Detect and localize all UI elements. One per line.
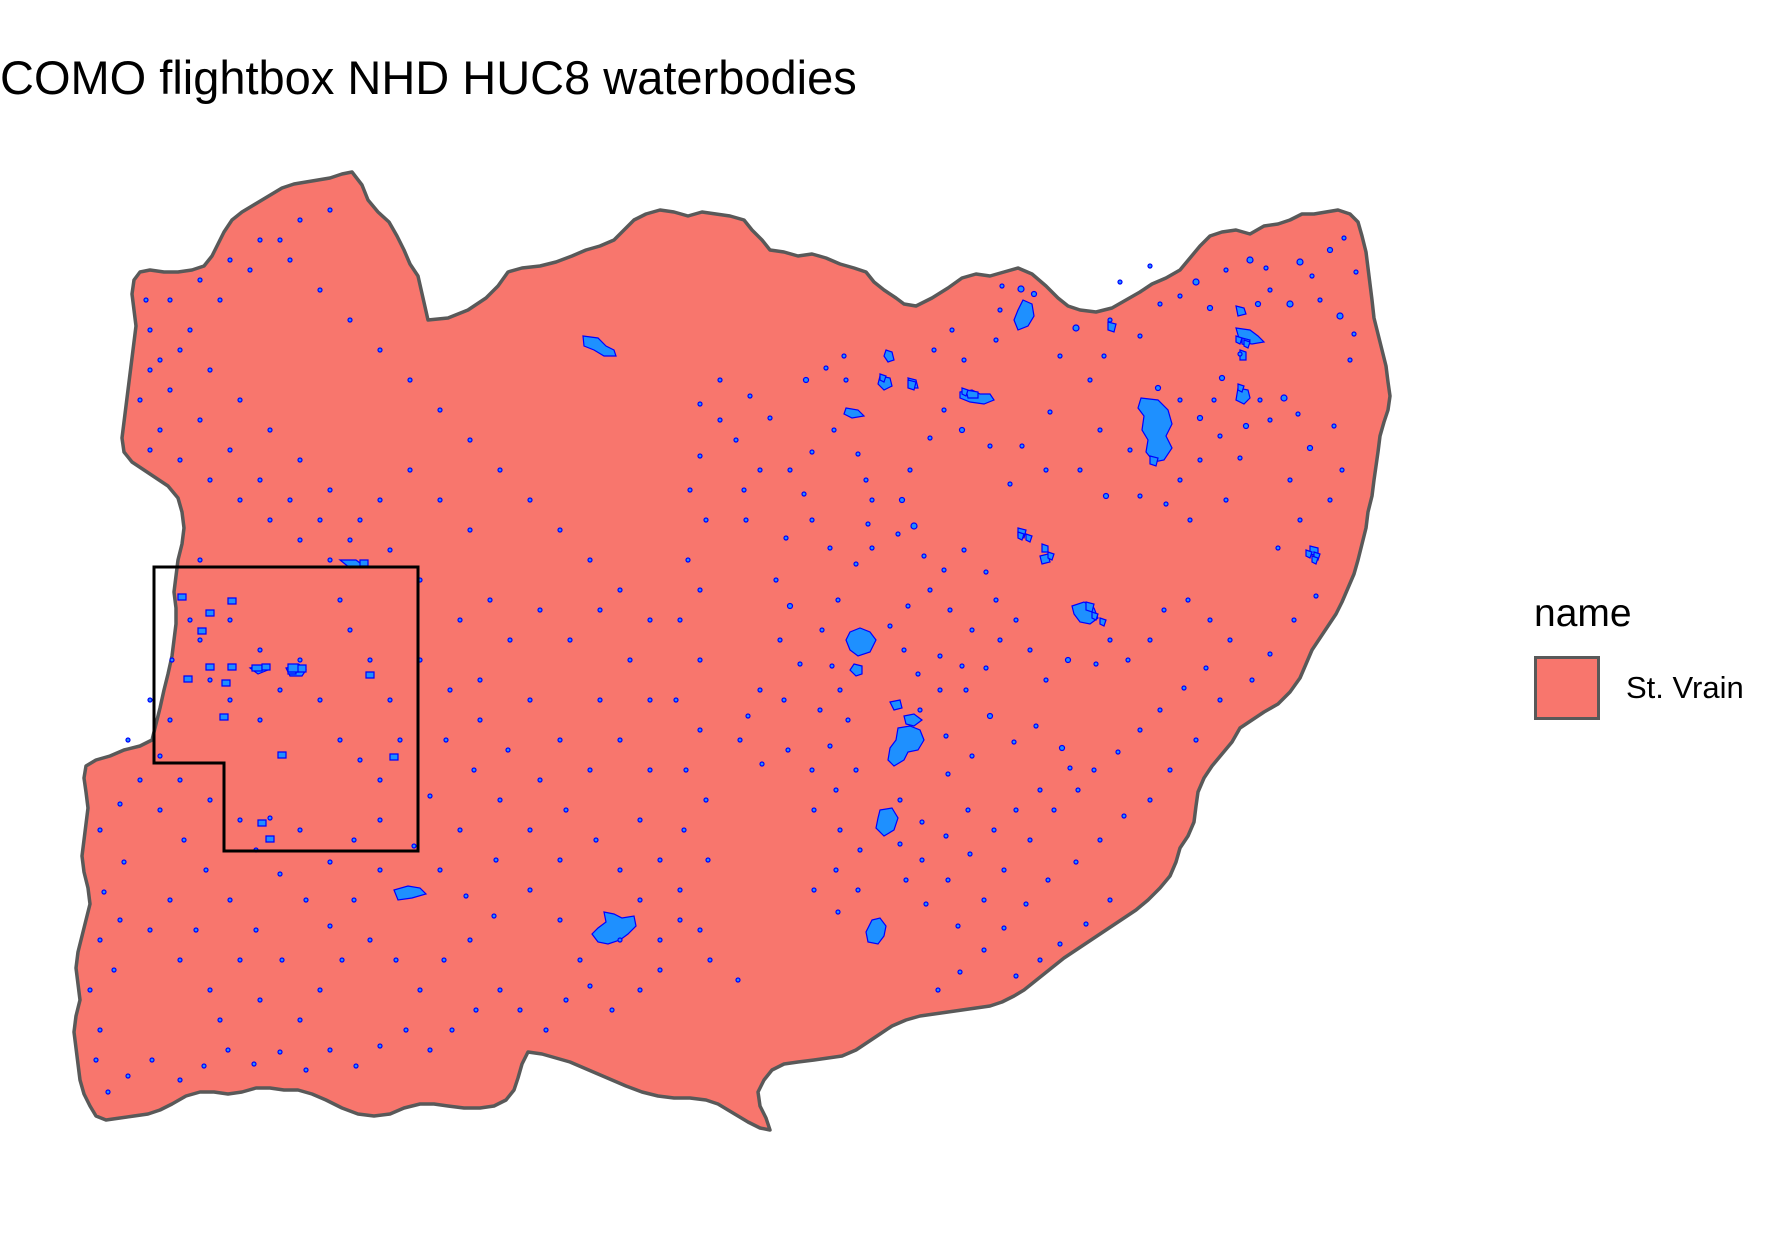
waterbody — [183, 675, 193, 683]
waterbody — [1025, 533, 1033, 543]
waterbodies-layer — [87, 207, 1359, 1095]
waterbody — [221, 679, 231, 687]
waterbody — [257, 819, 267, 827]
waterbody — [1311, 555, 1319, 565]
waterbody — [265, 835, 275, 843]
waterbody — [359, 559, 369, 567]
waterbody — [251, 664, 263, 672]
waterbody — [277, 751, 287, 759]
waterbody — [1017, 531, 1025, 541]
waterbody — [197, 627, 207, 635]
waterbody — [965, 389, 979, 399]
waterbody — [845, 627, 877, 657]
waterbody — [1085, 601, 1095, 613]
waterbody — [1047, 551, 1055, 561]
waterbody — [1235, 387, 1251, 405]
waterbody — [907, 379, 917, 391]
waterbody — [1013, 299, 1035, 331]
waterbody — [1243, 339, 1251, 349]
waterbody — [219, 713, 229, 721]
waterbody — [227, 663, 237, 671]
waterbody — [205, 609, 215, 617]
waterbody — [365, 671, 375, 679]
waterbody — [1137, 397, 1173, 463]
legend: name St. Vrain — [1534, 592, 1771, 732]
waterbody — [843, 407, 866, 419]
waterbody — [849, 663, 863, 677]
waterbody — [889, 699, 903, 711]
waterbody — [393, 885, 428, 901]
waterbody — [389, 753, 399, 761]
waterbody — [1305, 549, 1313, 559]
waterbody — [903, 713, 923, 727]
waterbody — [1235, 305, 1247, 317]
flightbox-outline[interactable] — [152, 565, 420, 853]
waterbody — [1235, 335, 1243, 345]
waterbody — [227, 597, 237, 605]
waterbody — [1041, 543, 1049, 553]
waterbody — [1099, 617, 1107, 627]
watershed-polygon[interactable] — [72, 170, 1392, 1132]
legend-label-st-vrain: St. Vrain — [1626, 670, 1744, 705]
waterbody — [177, 593, 187, 601]
waterbody — [1091, 611, 1099, 621]
waterbody — [205, 663, 215, 671]
page-title: COMO flightbox NHD HUC8 waterbodies — [0, 51, 857, 104]
waterbody — [1237, 383, 1245, 393]
waterbody — [1107, 321, 1117, 333]
waterbody — [582, 335, 617, 357]
waterbody — [865, 917, 887, 945]
waterbody — [887, 725, 925, 767]
waterbody — [261, 663, 271, 671]
waterbody — [883, 349, 895, 363]
waterbody — [1149, 455, 1159, 467]
waterbody — [879, 373, 887, 383]
legend-key-st-vrain — [1534, 656, 1600, 720]
waterbody — [287, 663, 299, 673]
waterbody — [961, 387, 969, 397]
legend-title: name — [1534, 592, 1632, 635]
waterbody — [875, 807, 899, 837]
